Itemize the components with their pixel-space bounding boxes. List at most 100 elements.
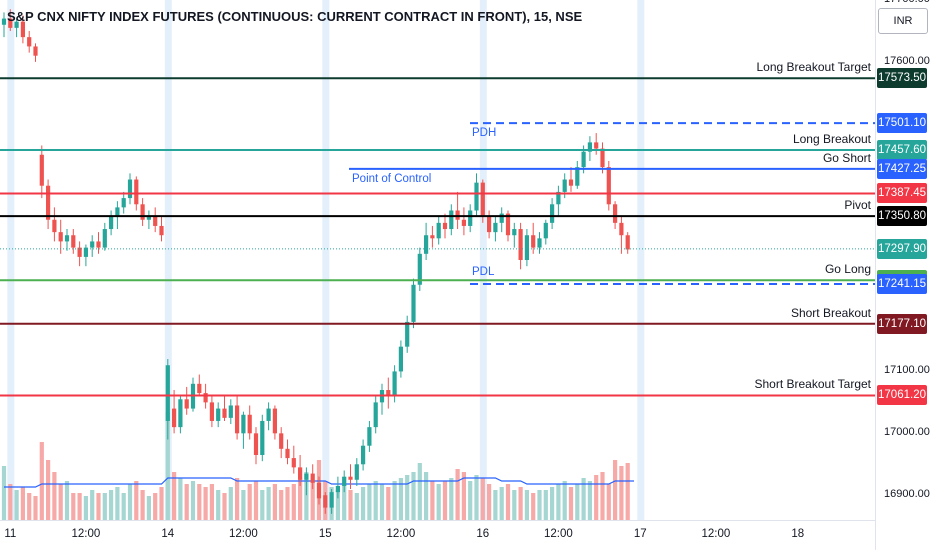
candle: [291, 445, 296, 474]
candle: [184, 386, 189, 415]
volume-bar: [442, 481, 448, 520]
volume-bar: [146, 496, 151, 520]
volume-bar: [455, 469, 460, 520]
candle: [568, 167, 574, 192]
volume-bar: [461, 472, 466, 520]
volume-bar: [424, 472, 429, 520]
y-tick-label: 17600.00: [884, 54, 930, 67]
candle: [46, 179, 51, 230]
candle: [461, 207, 466, 236]
candle: [550, 198, 555, 230]
candle: [367, 420, 372, 452]
volume-bar: [285, 487, 290, 520]
level-label: Go Short: [822, 150, 871, 165]
volume-bar: [39, 442, 44, 520]
candle: [247, 405, 252, 440]
volume-bar: [405, 475, 410, 520]
volume-bar: [298, 478, 303, 520]
volume-bar: [487, 484, 492, 520]
candle: [442, 213, 448, 239]
candle: [83, 244, 88, 267]
volume-bar: [581, 478, 586, 520]
session-separator-3: [479, 0, 487, 520]
candle: [58, 219, 63, 254]
volume-bar: [430, 481, 435, 520]
candle: [587, 136, 592, 161]
candle: [115, 201, 120, 230]
volume-bar: [184, 484, 189, 520]
candle: [392, 365, 397, 403]
volume-bar: [172, 472, 177, 520]
candle: [90, 235, 95, 257]
volume-bar: [342, 484, 347, 520]
volume-bar: [474, 475, 479, 520]
price-tag: 17350.80: [877, 206, 927, 227]
candle: [216, 402, 221, 428]
candle: [323, 492, 328, 514]
candle: [613, 201, 618, 230]
volume-bar: [398, 478, 403, 520]
candle: [1, 12, 7, 38]
volume-bar: [279, 490, 284, 520]
candle: [487, 210, 492, 239]
candle: [20, 15, 25, 44]
volume-bar: [550, 487, 555, 520]
volume-bar: [247, 484, 252, 520]
volume-bar: [499, 487, 504, 520]
candle: [348, 464, 353, 490]
level-label: Long Breakout: [792, 132, 871, 147]
candle: [386, 377, 391, 409]
session-separator-2: [322, 0, 330, 520]
volume-bar: [209, 484, 214, 520]
volume-bar: [235, 478, 240, 520]
y-tick-label: 17000.00: [884, 426, 930, 439]
volume-bar: [537, 490, 542, 520]
candle: [102, 222, 107, 251]
x-tick-label: 16: [476, 528, 490, 540]
candle: [342, 470, 347, 493]
volume-bar: [348, 490, 353, 520]
candle: [165, 359, 170, 440]
candle: [329, 489, 334, 514]
candle: [449, 204, 454, 236]
candle: [127, 173, 133, 205]
price-tag: 17573.50: [877, 68, 927, 89]
candle: [159, 216, 164, 242]
candle: [209, 396, 214, 428]
candle: [146, 210, 151, 230]
candle: [619, 216, 624, 254]
candle: [279, 427, 284, 459]
price-tag: 17061.20: [877, 385, 927, 406]
x-tick-label: 14: [161, 528, 175, 540]
candle: [398, 340, 403, 378]
candle: [594, 133, 599, 155]
candle: [575, 160, 580, 189]
volume-bar: [96, 493, 101, 520]
candle: [424, 222, 429, 260]
volume-bar: [568, 487, 574, 520]
candle: [512, 222, 517, 248]
candle: [197, 374, 202, 397]
volume-bar: [606, 484, 611, 520]
volume-bar: [594, 475, 599, 520]
volume-bar: [512, 490, 517, 520]
x-tick-label: 12:00: [229, 528, 258, 540]
volume-bar: [575, 484, 580, 520]
candle: [260, 414, 265, 462]
volume-bar: [619, 466, 624, 520]
volume-bar: [203, 487, 208, 520]
candle: [304, 467, 309, 496]
volume-bar: [216, 490, 221, 520]
volume-bar: [613, 460, 618, 520]
x-tick-label: 12:00: [544, 528, 573, 540]
candle: [8, 9, 13, 31]
volume-bar: [291, 484, 296, 520]
candle: [266, 402, 271, 431]
price-tag: 17457.60: [877, 140, 927, 161]
candle: [310, 464, 315, 490]
candle: [417, 247, 422, 291]
currency-button[interactable]: INR: [878, 8, 928, 34]
candle: [474, 173, 479, 217]
y-tick-label: 17100.00: [884, 364, 930, 377]
